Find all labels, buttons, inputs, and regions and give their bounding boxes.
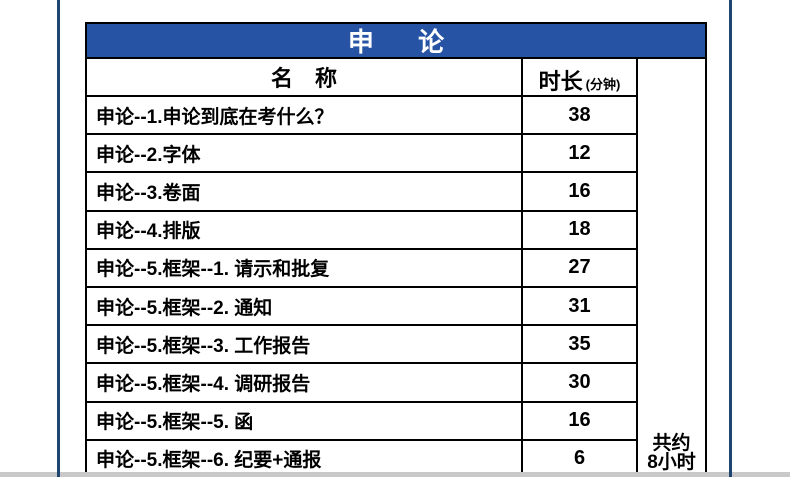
course-name: 申论--4.排版 (87, 211, 523, 248)
total-duration-cell: 共约 8小时 (636, 59, 705, 477)
table-title: 申 论 (87, 22, 705, 59)
course-name: 申论--5.框架--1. 请示和批复 (87, 249, 523, 286)
table-row: 申论--5.框架--3. 工作报告 35 (87, 326, 636, 365)
course-name: 申论--5.框架--2. 通知 (87, 287, 523, 325)
course-duration: 12 (568, 141, 591, 164)
table-row: 申论--2.字体 12 (87, 135, 636, 174)
column-header-name: 名 称 (87, 59, 523, 95)
table-rows: 申论--1.申论到底在考什么？ 38 申论--2.字体 12 申论--3.卷面 … (87, 97, 636, 477)
course-name: 申论--2.字体 (87, 135, 523, 172)
course-duration: 16 (568, 409, 591, 432)
column-header-duration: 时长 (分钟) (523, 59, 636, 95)
course-name: 申论--5.框架--3. 工作报告 (87, 326, 523, 363)
table-row: 申论--5.框架--4. 调研报告 30 (87, 364, 636, 403)
course-name: 申论--3.卷面 (87, 173, 523, 210)
bottom-cutoff-strip (0, 472, 790, 477)
duration-header-unit: (分钟) (585, 77, 621, 92)
table-row: 申论--4.排版 18 (87, 211, 636, 250)
total-duration-line1: 共约 (652, 433, 691, 454)
total-duration-line2: 8小时 (647, 452, 696, 473)
table-row: 申论--1.申论到底在考什么？ 38 (87, 97, 636, 136)
table-row: 申论--3.卷面 16 (87, 173, 636, 212)
course-name: 申论--5.框架--6. 纪要+通报 (87, 440, 523, 477)
table-body: 名 称 时长 (分钟) 申论--1.申论到底在考什么？ 38 申论--2.字体 … (87, 59, 705, 477)
table-row: 申论--5.框架--1. 请示和批复 27 (87, 249, 636, 288)
course-duration: 31 (568, 294, 591, 317)
duration-header-label: 时长 (538, 69, 583, 94)
course-duration: 30 (568, 370, 591, 393)
course-duration: 18 (568, 218, 591, 241)
table-header-row: 名 称 时长 (分钟) (87, 59, 636, 97)
course-duration: 38 (568, 103, 591, 126)
table-row: 申论--5.框架--5. 函 16 (87, 402, 636, 441)
left-border-line (57, 0, 60, 477)
course-name: 申论--1.申论到底在考什么？ (87, 97, 523, 134)
course-duration: 35 (568, 332, 591, 355)
table-row: 申论--5.框架--2. 通知 31 (87, 287, 636, 327)
table-left-part: 名 称 时长 (分钟) 申论--1.申论到底在考什么？ 38 申论--2.字体 … (87, 59, 636, 477)
course-duration: 6 (573, 447, 586, 470)
course-duration: 27 (568, 256, 591, 279)
right-border-line (729, 0, 732, 477)
course-duration: 16 (568, 179, 591, 202)
course-name: 申论--5.框架--4. 调研报告 (87, 364, 523, 401)
course-name: 申论--5.框架--5. 函 (87, 402, 523, 439)
course-table: 申 论 名 称 时长 (分钟) 申论--1.申论到底在考什么？ 38 申论--2… (85, 22, 707, 477)
